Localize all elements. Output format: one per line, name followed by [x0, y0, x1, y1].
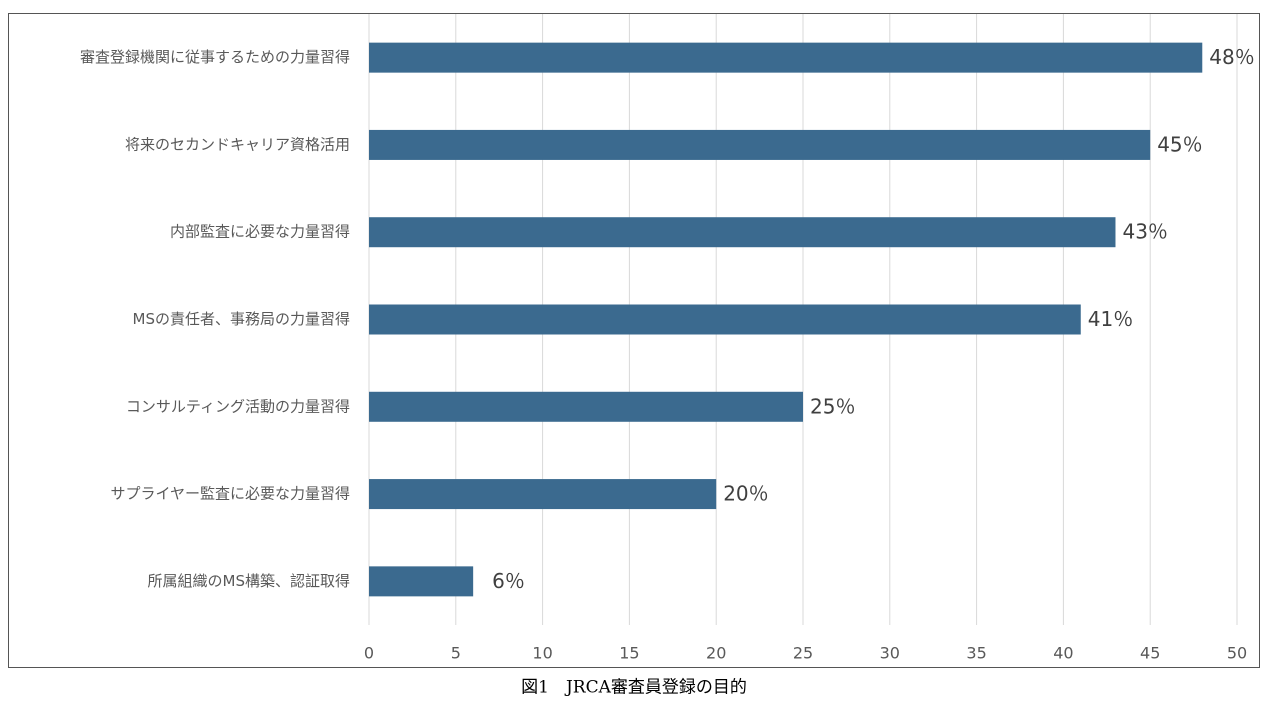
value-label: 41％: [1088, 307, 1133, 331]
x-tick-label: 30: [880, 644, 900, 663]
chart-frame: [8, 13, 1260, 668]
y-tick-label: 所属組織のMS構築、認証取得: [148, 572, 350, 590]
y-tick-label: コンサルティング活動の力量習得: [126, 397, 350, 415]
x-tick-label: 0: [364, 644, 374, 663]
x-tick-label: 5: [451, 644, 461, 663]
y-tick-label: 審査登録機関に従事するための力量習得: [80, 48, 350, 66]
x-tick-label: 10: [532, 644, 552, 663]
value-label: 45％: [1157, 132, 1202, 156]
y-tick-label: 将来のセカンドキャリア資格活用: [125, 135, 350, 153]
value-label: 20％: [723, 482, 768, 506]
bar: [369, 391, 803, 422]
x-tick-label: 20: [706, 644, 726, 663]
y-tick-label: サプライヤー監査に必要な力量習得: [110, 485, 350, 503]
x-tick-label: 45: [1140, 644, 1160, 663]
bar: [369, 42, 1203, 73]
value-label: 6％: [492, 569, 525, 593]
bar: [369, 129, 1151, 160]
value-label: 25％: [810, 394, 855, 418]
bar: [369, 304, 1081, 335]
x-tick-label: 50: [1227, 644, 1247, 663]
value-label: 48％: [1209, 45, 1254, 69]
y-tick-label: MSの責任者、事務局の力量習得: [133, 310, 350, 328]
bar: [369, 217, 1116, 248]
x-tick-label: 15: [619, 644, 639, 663]
value-label: 43％: [1122, 220, 1167, 244]
x-tick-label: 40: [1053, 644, 1073, 663]
bar: [369, 566, 474, 597]
bar: [369, 479, 717, 510]
x-tick-label: 35: [966, 644, 986, 663]
y-tick-label: 内部監査に必要な力量習得: [170, 223, 350, 241]
x-tick-label: 25: [793, 644, 813, 663]
caption: 図1 JRCA審査員登録の目的: [521, 678, 747, 698]
